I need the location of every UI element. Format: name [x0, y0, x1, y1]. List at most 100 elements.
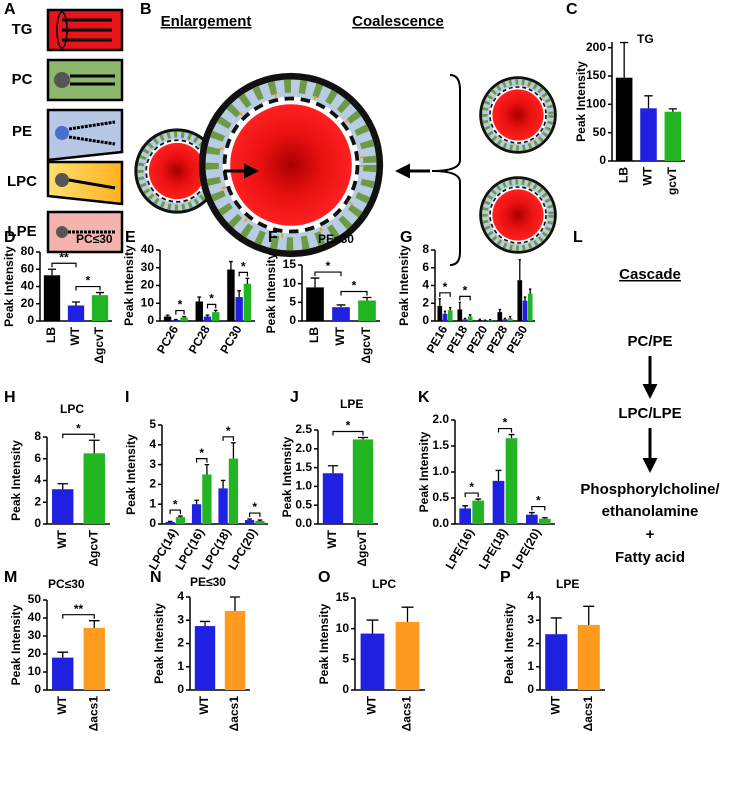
cascade-step: Phosphorylcholine/ [580, 481, 720, 498]
pc-head [54, 72, 70, 88]
error-bar [229, 596, 241, 611]
error-bar [178, 515, 183, 518]
y-axis-label: Peak Intensity [502, 603, 516, 684]
significance-label: * [178, 298, 183, 312]
bar [163, 316, 172, 321]
x-tick-label: gcvT [665, 166, 679, 195]
error-bar [458, 301, 461, 310]
y-tick-label: 4 [177, 589, 184, 603]
y-tick-label: 10 [336, 621, 350, 635]
x-tick-label: LB [307, 327, 321, 343]
y-tick-label: 60 [21, 261, 35, 275]
lipid-label: TG [12, 21, 33, 38]
error-bar [88, 620, 100, 628]
bar [437, 305, 443, 321]
lipid-label: LPE [7, 223, 36, 240]
bar [467, 316, 473, 321]
error-bar [167, 520, 173, 523]
bar [395, 621, 420, 690]
error-bar [213, 309, 218, 313]
coalescence-title: Coalescence [352, 13, 444, 30]
y-tick-label: 0 [422, 313, 429, 327]
bar [227, 269, 235, 321]
y-tick-label: 50 [28, 592, 42, 606]
significance-label: * [241, 260, 246, 274]
panel-letter: L [573, 229, 583, 246]
panel-letter: F [268, 229, 278, 246]
error-bar [220, 479, 226, 489]
y-tick-label: 10 [141, 295, 155, 309]
bar [640, 108, 657, 161]
y-tick-label: 3 [177, 612, 184, 626]
bar [180, 317, 188, 321]
error-bar [173, 318, 178, 321]
error-bar [247, 518, 252, 521]
chart-title: LPE [340, 397, 363, 411]
bar [306, 287, 324, 321]
lipid-label: PE [12, 123, 32, 140]
enlargement-title: Enlargement [161, 13, 252, 30]
significance-bracket [238, 271, 248, 277]
y-axis-label: Peak Intensity [417, 431, 431, 512]
panel-letter: B [140, 1, 152, 18]
bar [527, 293, 533, 321]
lpc-chain [68, 178, 116, 190]
y-axis-label: Peak Intensity [397, 245, 411, 326]
y-tick-label: 5 [149, 417, 156, 431]
lpe-head [56, 226, 68, 238]
significance-label: * [86, 274, 91, 288]
error-bar [620, 41, 629, 78]
y-axis-label: Peak Intensity [152, 603, 166, 684]
bar [492, 480, 505, 524]
panel-letter: N [150, 569, 162, 586]
bar [497, 312, 503, 321]
error-bar [327, 465, 339, 474]
y-tick-label: 200 [586, 40, 606, 54]
error-bar [366, 619, 379, 634]
bracket [431, 74, 461, 266]
significance-bracket [464, 492, 479, 498]
error-bar [509, 315, 512, 319]
bar [459, 508, 472, 524]
panel-letter: H [4, 389, 16, 406]
x-tick-label: LPE(16) [443, 526, 477, 572]
y-axis-label: Peak Intensity [264, 252, 278, 333]
bar [218, 488, 228, 524]
error-bar [182, 315, 186, 318]
y-tick-label: 1 [149, 496, 156, 510]
y-tick-label: 0.0 [295, 516, 312, 530]
bar [502, 319, 508, 321]
x-tick-label: LPE(18) [476, 526, 510, 572]
error-bar [71, 301, 81, 306]
y-tick-label: 0 [527, 682, 534, 696]
y-axis-label: Peak Intensity [9, 440, 23, 521]
error-bar [462, 505, 469, 509]
significance-label: * [326, 259, 331, 273]
significance-label: * [352, 279, 357, 293]
bar [224, 610, 246, 690]
bar [175, 517, 186, 524]
x-tick-label: LB [44, 327, 58, 343]
error-bar [550, 617, 562, 635]
y-tick-label: 2.5 [295, 422, 312, 436]
panel-letter: A [4, 1, 16, 18]
y-tick-label: 6 [422, 260, 429, 274]
bar [67, 305, 85, 321]
error-bar [529, 288, 532, 294]
y-tick-label: 2 [34, 494, 41, 508]
y-tick-label: 3 [149, 457, 156, 471]
significance-bracket [531, 505, 546, 511]
panel-letter: O [318, 569, 330, 586]
error-bar [257, 519, 263, 522]
bar [43, 275, 61, 321]
significance-bracket [175, 309, 185, 315]
x-tick-label: PC26 [154, 323, 181, 356]
y-tick-label: 0 [27, 313, 34, 327]
x-tick-label: ΔgcvT [86, 529, 100, 566]
error-bar [518, 259, 521, 281]
significance-bracket [222, 436, 235, 441]
bar [442, 313, 448, 321]
bar [538, 518, 551, 524]
pe-head [55, 126, 69, 140]
